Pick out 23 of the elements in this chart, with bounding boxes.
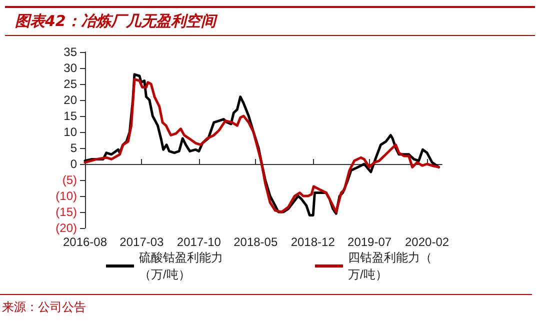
- chart-title: 图表42：冶炼厂几无盈利空间: [14, 12, 216, 31]
- y-tick-label: 20: [64, 93, 78, 107]
- x-tick-label: 2020-02: [405, 235, 450, 249]
- y-tick-label: 35: [64, 45, 78, 59]
- x-tick-label: 2017-03: [120, 235, 164, 249]
- x-tick-label: 2018-12: [290, 235, 336, 249]
- y-tick-label: 5: [70, 141, 78, 155]
- y-tick-label: 10: [64, 125, 78, 139]
- source-note: 来源：公司公告: [1, 299, 87, 316]
- y-tick-label: (20): [56, 221, 77, 235]
- y-tick-label: (15): [56, 205, 77, 219]
- y-tick-label: 25: [64, 77, 78, 91]
- x-tick-label: 2016-08: [62, 235, 108, 249]
- y-tick-label: 30: [64, 61, 78, 75]
- x-tick-label: 2017-10: [176, 235, 222, 249]
- y-tick-label: 0: [70, 157, 78, 171]
- x-tick-label: 2019-07: [348, 235, 392, 249]
- x-tick-label: 2018-05: [234, 235, 278, 249]
- y-tick-label: 15: [64, 109, 78, 123]
- legend-label: 硫酸钴盈利能力（万/吨）: [139, 250, 223, 282]
- legend-label: 四钴盈利能力（万/吨）: [348, 250, 432, 282]
- y-tick-label: (5): [62, 173, 77, 187]
- y-tick-label: (10): [56, 189, 77, 203]
